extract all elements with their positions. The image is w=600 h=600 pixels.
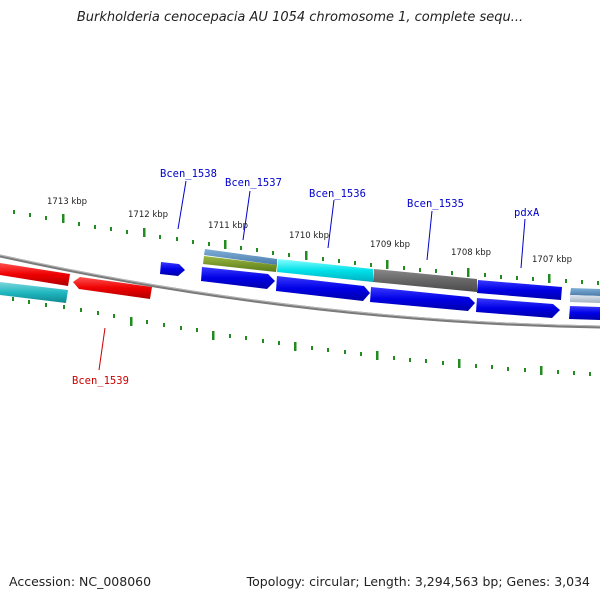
bcen-1537-feature-top[interactable] [204, 249, 277, 265]
chromosome-backbone [0, 254, 600, 329]
bcen-1535-gene-arrow[interactable] [370, 287, 475, 311]
blue-cds-right[interactable] [569, 306, 600, 320]
kbp-label: 1710 kbp [289, 231, 329, 241]
pdxa-leader [520, 218, 526, 269]
kbp-label: 1709 kbp [370, 240, 410, 250]
kbp-label: 1708 kbp [451, 248, 491, 258]
bcen-1537-feature-mid[interactable] [203, 256, 277, 272]
bcen-1538-label[interactable]: Bcen_1538 [160, 168, 217, 180]
teal-feature-left[interactable] [0, 282, 68, 303]
reverse-cds-arrow[interactable] [0, 263, 70, 286]
bcen-1537-gene-arrow[interactable] [201, 267, 275, 289]
bcen-1535-label[interactable]: Bcen_1535 [407, 198, 464, 210]
bcen-1538-leader [177, 180, 187, 230]
kbp-label: 1712 kbp [128, 210, 168, 220]
steel-feature-right[interactable] [570, 288, 600, 296]
topology-summary: Topology: circular; Length: 3,294,563 bp… [246, 574, 590, 589]
bcen-1539-label[interactable]: Bcen_1539 [72, 375, 129, 387]
pdxa-gene-block[interactable] [477, 280, 562, 300]
bcen-1539-gene-arrow[interactable] [73, 277, 152, 299]
bcen-1535-feature[interactable] [373, 269, 477, 292]
pdxa-gene-arrow[interactable] [476, 298, 560, 318]
accession-label: Accession: NC_008060 [9, 574, 152, 589]
light-feature-right[interactable] [570, 295, 600, 303]
bcen-1539-leader [98, 327, 106, 371]
tick-marks-inner [12, 297, 591, 376]
chromosome-backbone-highlight [0, 254, 600, 327]
bcen-1536-label[interactable]: Bcen_1536 [309, 188, 366, 200]
bcen-1536-feature[interactable] [277, 259, 373, 282]
tick-marks-outer [13, 210, 599, 285]
kbp-label: 1707 kbp [532, 255, 572, 265]
kbp-label: 1711 kbp [208, 221, 248, 231]
bcen-1537-label[interactable]: Bcen_1537 [225, 177, 282, 189]
bcen-1538-gene-arrow[interactable] [160, 262, 185, 276]
map-title: Burkholderia cenocepacia AU 1054 chromos… [76, 10, 524, 25]
bcen-1536-gene-arrow[interactable] [276, 276, 370, 301]
bcen-1535-leader [426, 210, 433, 261]
bcen-1537-leader [242, 190, 251, 241]
pdxa-label[interactable]: pdxA [514, 207, 540, 219]
kbp-label: 1713 kbp [47, 197, 87, 207]
bcen-1536-leader [327, 199, 335, 249]
